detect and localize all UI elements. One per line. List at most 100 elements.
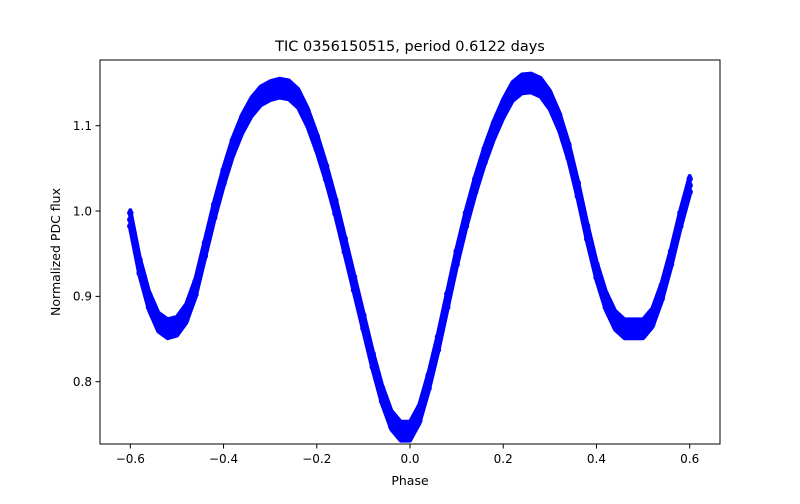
data-point	[322, 169, 330, 176]
data-point	[621, 332, 628, 339]
data-point	[639, 319, 647, 326]
data-point	[201, 246, 209, 253]
data-point	[518, 87, 526, 94]
data-point	[574, 179, 582, 187]
data-point	[649, 307, 656, 315]
data-point	[332, 197, 339, 204]
data-point	[192, 278, 199, 285]
data-point	[313, 146, 320, 153]
data-point	[192, 291, 199, 298]
data-point	[266, 80, 274, 88]
data-point	[462, 209, 470, 217]
data-point	[462, 216, 470, 223]
data-point	[322, 162, 330, 170]
data-point	[593, 274, 600, 281]
data-point	[266, 87, 274, 94]
data-point	[211, 207, 218, 215]
data-point	[211, 201, 218, 208]
data-point	[266, 94, 274, 101]
y-tick-label: 1.0	[73, 204, 92, 218]
data-point	[602, 290, 609, 298]
data-point	[173, 329, 181, 337]
data-point	[378, 397, 386, 405]
data-point	[229, 137, 237, 144]
data-point	[593, 261, 600, 268]
y-tick-label: 1.1	[73, 119, 92, 133]
data-point	[481, 158, 488, 166]
data-point	[565, 141, 572, 148]
data-point	[630, 325, 637, 332]
data-point	[416, 404, 423, 411]
data-point	[350, 286, 358, 294]
data-point	[164, 332, 171, 339]
data-point	[537, 77, 544, 84]
data-point	[127, 222, 134, 230]
data-point	[472, 182, 479, 189]
data-point	[453, 254, 460, 262]
data-point	[537, 90, 544, 98]
data-point	[518, 74, 526, 81]
data-point	[574, 186, 582, 193]
data-point	[593, 267, 600, 274]
data-point	[602, 304, 609, 311]
data-point	[621, 325, 628, 332]
x-axis-label: Phase	[391, 473, 429, 488]
data-point	[360, 312, 367, 319]
data-point	[332, 210, 339, 217]
data-point	[583, 229, 591, 236]
data-point	[481, 152, 488, 159]
data-point	[611, 310, 619, 317]
data-point	[341, 235, 348, 242]
x-axis-ticks: −0.6 −0.4 −0.2 0.0 0.2 0.4 0.6	[116, 444, 699, 466]
data-point	[509, 81, 516, 89]
data-point	[434, 340, 442, 347]
data-point	[518, 80, 526, 88]
data-point	[388, 410, 395, 417]
data-point	[565, 154, 572, 162]
data-point	[360, 318, 367, 326]
data-point	[500, 105, 507, 112]
data-point	[127, 209, 134, 217]
y-tick-label: 0.9	[73, 290, 92, 304]
data-point	[434, 333, 442, 340]
data-point	[285, 80, 292, 87]
data-point	[136, 256, 143, 264]
data-point	[229, 150, 237, 157]
data-point	[667, 254, 675, 262]
data-point	[555, 111, 563, 119]
data-point	[686, 182, 693, 189]
data-point	[677, 209, 684, 217]
data-point	[490, 133, 498, 140]
data-point	[173, 323, 181, 330]
data-point	[145, 297, 153, 304]
data-point	[611, 323, 619, 331]
data-point	[294, 88, 302, 96]
data-point	[444, 297, 451, 304]
data-point	[388, 423, 395, 430]
data-point	[192, 284, 199, 292]
data-point	[378, 391, 386, 398]
x-tick-label: −0.2	[302, 452, 331, 466]
data-point	[602, 297, 609, 304]
data-point	[294, 95, 302, 102]
data-point	[285, 93, 292, 100]
data-point	[229, 143, 237, 151]
data-point	[173, 316, 181, 323]
data-point	[145, 304, 153, 311]
data-point	[406, 421, 414, 428]
data-point	[406, 434, 414, 441]
data-point	[658, 282, 665, 289]
x-tick-label: 0.2	[494, 452, 513, 466]
data-point	[145, 290, 153, 298]
data-point	[397, 434, 404, 441]
data-point	[555, 124, 563, 132]
data-point	[583, 235, 591, 243]
data-point	[574, 193, 582, 200]
x-tick-label: 0.0	[400, 452, 419, 466]
data-point	[667, 261, 675, 268]
data-point	[201, 252, 209, 260]
data-point	[546, 90, 554, 97]
data-point	[388, 416, 395, 424]
